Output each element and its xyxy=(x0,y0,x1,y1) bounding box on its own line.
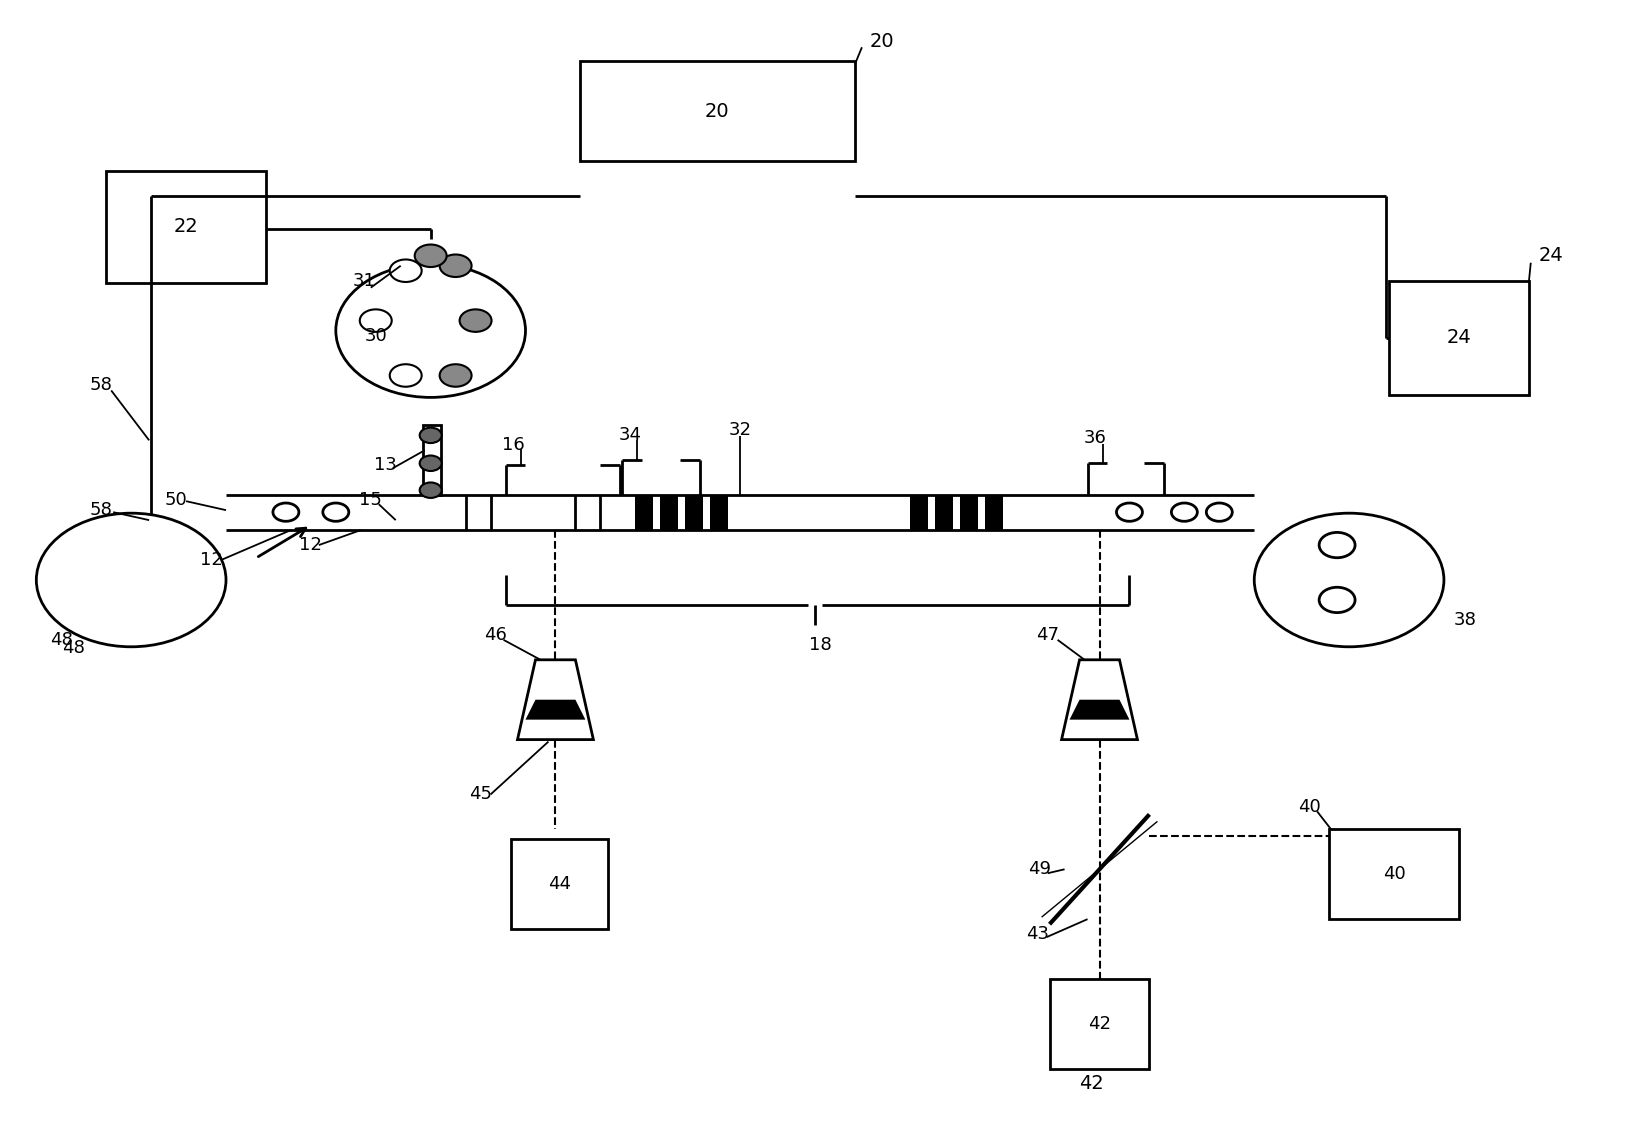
Text: 20: 20 xyxy=(870,32,895,50)
Bar xyxy=(1329,829,1459,919)
Circle shape xyxy=(390,365,421,387)
Polygon shape xyxy=(1061,660,1137,740)
Bar xyxy=(106,171,265,282)
Text: 36: 36 xyxy=(1084,429,1106,447)
Circle shape xyxy=(420,428,441,443)
Bar xyxy=(635,496,654,530)
Text: 44: 44 xyxy=(548,875,571,894)
Text: 12: 12 xyxy=(299,536,322,554)
Text: 48: 48 xyxy=(50,631,73,649)
Text: 45: 45 xyxy=(469,786,491,803)
Text: 18: 18 xyxy=(809,635,831,654)
Text: 12: 12 xyxy=(200,551,223,569)
Circle shape xyxy=(360,310,392,331)
Text: 30: 30 xyxy=(364,327,387,344)
Text: 40: 40 xyxy=(1298,798,1321,817)
Text: 58: 58 xyxy=(89,501,112,520)
Text: 58: 58 xyxy=(89,376,112,395)
Circle shape xyxy=(420,455,441,471)
Text: 47: 47 xyxy=(1036,626,1059,643)
Circle shape xyxy=(322,504,348,521)
Bar xyxy=(685,496,703,530)
Bar xyxy=(984,496,1002,530)
Bar xyxy=(936,496,953,530)
Circle shape xyxy=(390,259,421,282)
Text: 38: 38 xyxy=(1455,611,1477,629)
Circle shape xyxy=(1319,587,1355,612)
Text: 42: 42 xyxy=(1088,1015,1111,1033)
Bar xyxy=(709,496,729,530)
Text: 32: 32 xyxy=(729,421,752,439)
Polygon shape xyxy=(517,660,594,740)
Circle shape xyxy=(420,483,441,498)
Circle shape xyxy=(1171,504,1197,521)
Circle shape xyxy=(273,504,299,521)
Circle shape xyxy=(415,244,447,267)
Text: 43: 43 xyxy=(1027,926,1049,943)
Bar xyxy=(581,61,854,161)
Circle shape xyxy=(1319,532,1355,557)
Text: 49: 49 xyxy=(1028,860,1051,879)
Text: 24: 24 xyxy=(1446,328,1471,348)
Text: 20: 20 xyxy=(704,102,729,120)
Bar xyxy=(511,840,608,929)
Text: 24: 24 xyxy=(1539,247,1564,265)
Bar xyxy=(1049,980,1149,1069)
Bar xyxy=(423,426,441,496)
Circle shape xyxy=(1116,504,1142,521)
Circle shape xyxy=(459,310,491,331)
Text: 16: 16 xyxy=(503,436,526,454)
Text: 40: 40 xyxy=(1383,865,1406,883)
Circle shape xyxy=(36,513,226,647)
Circle shape xyxy=(439,365,472,387)
Circle shape xyxy=(1206,504,1232,521)
Text: 22: 22 xyxy=(174,217,198,236)
Text: 50: 50 xyxy=(164,491,187,509)
Bar xyxy=(1389,281,1529,396)
Text: 34: 34 xyxy=(618,427,641,444)
Text: 42: 42 xyxy=(1079,1075,1103,1093)
Text: 31: 31 xyxy=(353,272,376,290)
Circle shape xyxy=(335,264,526,397)
Polygon shape xyxy=(526,700,586,719)
Circle shape xyxy=(439,255,472,276)
Text: 13: 13 xyxy=(374,457,397,474)
Text: 46: 46 xyxy=(485,626,508,643)
Bar xyxy=(909,496,927,530)
Polygon shape xyxy=(1069,700,1129,719)
Text: 15: 15 xyxy=(360,491,382,509)
Text: 48: 48 xyxy=(62,639,85,657)
Circle shape xyxy=(1254,513,1443,647)
Bar xyxy=(661,496,678,530)
Bar xyxy=(960,496,978,530)
